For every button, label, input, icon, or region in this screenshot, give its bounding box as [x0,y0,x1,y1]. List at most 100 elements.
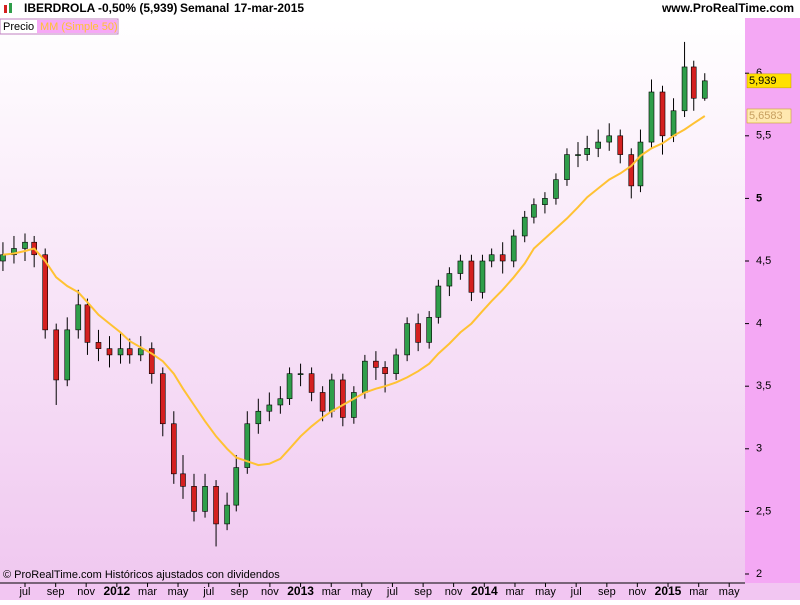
date: 17-mar-2015 [234,1,304,15]
x-tick-label: 2013 [287,584,314,598]
candle-body [148,348,155,374]
candle-body [224,504,230,525]
candle-body [106,348,113,356]
candle-body [521,216,528,237]
moving-average-line [2,115,706,467]
candle-body [255,410,262,425]
candle-body [435,285,442,318]
price-axis [745,18,800,583]
symbol-icon [4,3,12,13]
candle-body [659,91,666,137]
symbol: IBERDROLA [24,1,96,15]
x-tick-label: jul [386,586,398,598]
candle-body [553,179,559,199]
x-tick-label: jul [18,586,30,598]
candle-body [159,373,166,425]
candle-body [468,260,475,293]
candle-body [531,204,537,218]
x-tick-label: 2014 [471,584,498,598]
candle-body [510,235,517,262]
candle-body [75,304,82,331]
plot-area [0,18,745,583]
candle-body [404,323,410,356]
candle-body [457,260,464,274]
candle-body [42,254,48,331]
candle-body [479,260,486,293]
y-tick-label: 5,5 [756,130,771,142]
price-marker [746,73,792,89]
legend-swatch [37,20,117,33]
candle-body [244,423,251,468]
candle-body [266,404,273,412]
y-tick-label: 2 [756,568,762,580]
x-tick-label: 2015 [655,584,682,598]
y-tick-label: 5 [756,192,762,204]
candle-body [137,348,144,356]
candle-body [617,135,624,155]
candle-body [286,373,293,400]
x-tick-label: sep [414,586,432,598]
legend-entry: Precio [3,21,34,33]
candle-body [373,360,379,368]
candle-body [180,473,186,487]
candle-body [202,486,208,512]
candle-body [648,91,655,143]
candle-body [117,348,124,356]
candle-body [499,254,506,262]
x-tick-label: may [351,586,372,598]
candle-body [690,66,697,99]
candle-body [84,304,91,343]
x-tick-label: sep [47,586,65,598]
x-tick-label: jul [202,586,214,598]
candle-body [233,467,240,506]
candle-body [606,135,613,143]
y-tick-label: 4,5 [756,255,771,267]
x-tick-label: sep [231,586,249,598]
candle-body [308,373,315,393]
x-tick-label: nov [628,586,646,598]
candle-body [681,66,688,112]
candle-body [701,80,708,99]
candle-body [95,342,102,349]
x-tick-label: nov [445,586,463,598]
x-tick-label: mar [506,586,525,598]
x-tick-label: sep [598,586,616,598]
candle-body [319,392,326,412]
candle-body [628,154,635,187]
price-marker-label: 5,6583 [749,110,783,122]
site: www.ProRealTime.com [661,1,794,15]
candle-body [393,354,399,374]
y-tick-label: 2,5 [756,505,771,517]
y-tick-label: 4 [756,318,762,330]
x-tick-label: jul [570,586,582,598]
header-bar [0,0,800,18]
y-tick-label: 3,5 [756,380,771,392]
change: -0,50% (5,939) [98,1,177,15]
candle-body [22,241,28,249]
candle-body [53,329,60,381]
candle-body [171,423,177,475]
candle-body [64,329,71,381]
candle-body [191,486,197,512]
candle-body [426,317,432,343]
candle-body [297,373,304,375]
x-tick-label: mar [322,586,341,598]
candle-body [329,379,335,412]
y-tick-label: 6 [756,67,762,79]
candle-body [382,367,388,374]
candle-body [351,392,357,418]
candle-body [340,379,346,418]
footer: © ProRealTime.com Históricos ajustados c… [3,569,280,581]
period: Semanal [180,1,229,15]
price-marker-label: 5,939 [749,75,777,87]
candle-body [488,254,495,262]
candle-body [446,273,453,287]
candle-body [415,323,421,343]
x-tick-label: nov [261,586,279,598]
candle-body [542,198,548,205]
candle-body [0,254,6,262]
candle-body [362,360,368,393]
x-tick-label: may [535,586,556,598]
x-tick-label: mar [138,586,157,598]
